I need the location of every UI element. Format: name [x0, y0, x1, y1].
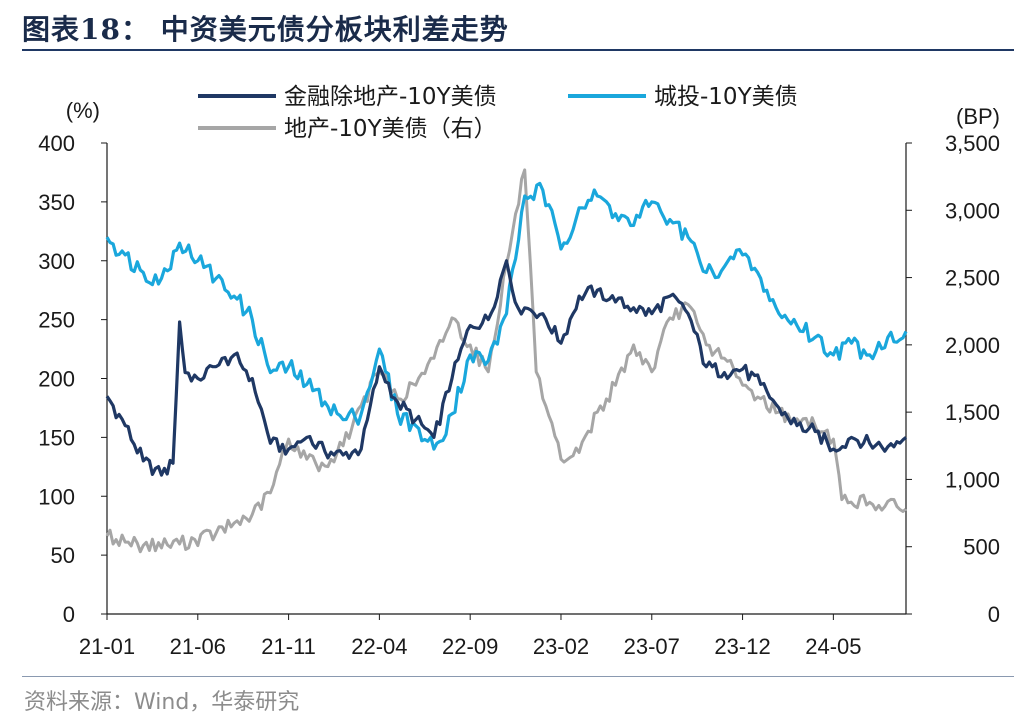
x-tick-label: 23-02: [533, 634, 589, 659]
x-tick-label: 21-01: [79, 634, 135, 659]
x-tick-label: 21-11: [261, 634, 316, 659]
left-tick-label: 400: [38, 131, 75, 156]
right-tick-label: 500: [963, 535, 1000, 560]
left-tick-label: 350: [38, 190, 75, 215]
left-tick-label: 250: [38, 308, 75, 333]
series-financial-ex-property-legend-label: 金融除地产-10Y美债: [284, 84, 497, 110]
right-tick-label: 3,500: [945, 131, 1000, 156]
left-tick-label: 200: [38, 367, 75, 392]
x-tick-label: 23-07: [624, 634, 680, 659]
left-tick-label: 100: [38, 484, 75, 509]
source-note: 资料来源：Wind，华泰研究: [24, 690, 300, 715]
series-property-legend-label: 地产-10Y美债（右）: [284, 116, 497, 142]
right-tick-label: 0: [988, 602, 1000, 627]
right-tick-label: 2,500: [945, 266, 1000, 291]
left-tick-label: 300: [38, 249, 75, 274]
right-tick-label: 1,500: [945, 400, 1000, 425]
x-tick-label: 23-12: [714, 634, 770, 659]
series-layer: [105, 168, 908, 554]
figure-title: 图表18： 中资美元债分板块利差走势: [22, 13, 509, 46]
x-tick-label: 22-09: [442, 634, 498, 659]
x-tick-label: 21-06: [170, 634, 226, 659]
x-tick-label: 22-04: [351, 634, 407, 659]
series-lgfv-legend-label: 城投-10Y美债: [654, 84, 798, 110]
source-rule: [22, 676, 1014, 677]
right-tick-label: 3,000: [945, 198, 1000, 223]
series-financial-ex-property-line: [105, 259, 907, 477]
left-tick-label: 0: [63, 602, 75, 627]
title-rule: [22, 49, 1014, 51]
right-tick-label: 1,000: [945, 467, 1000, 492]
right-tick-label: 2,000: [945, 333, 1000, 358]
left-tick-label: 50: [51, 543, 75, 568]
series-lgfv-line: [105, 181, 908, 451]
x-tick-label: 24-05: [805, 634, 861, 659]
axes-layer: 0 50 100 150 200 250 300 350 400 0 500 1,000 1,500 2,…: [38, 98, 1000, 659]
right-axis-unit: (BP): [956, 104, 1000, 129]
left-tick-label: 150: [38, 425, 75, 450]
left-axis-unit: (%): [66, 98, 100, 123]
